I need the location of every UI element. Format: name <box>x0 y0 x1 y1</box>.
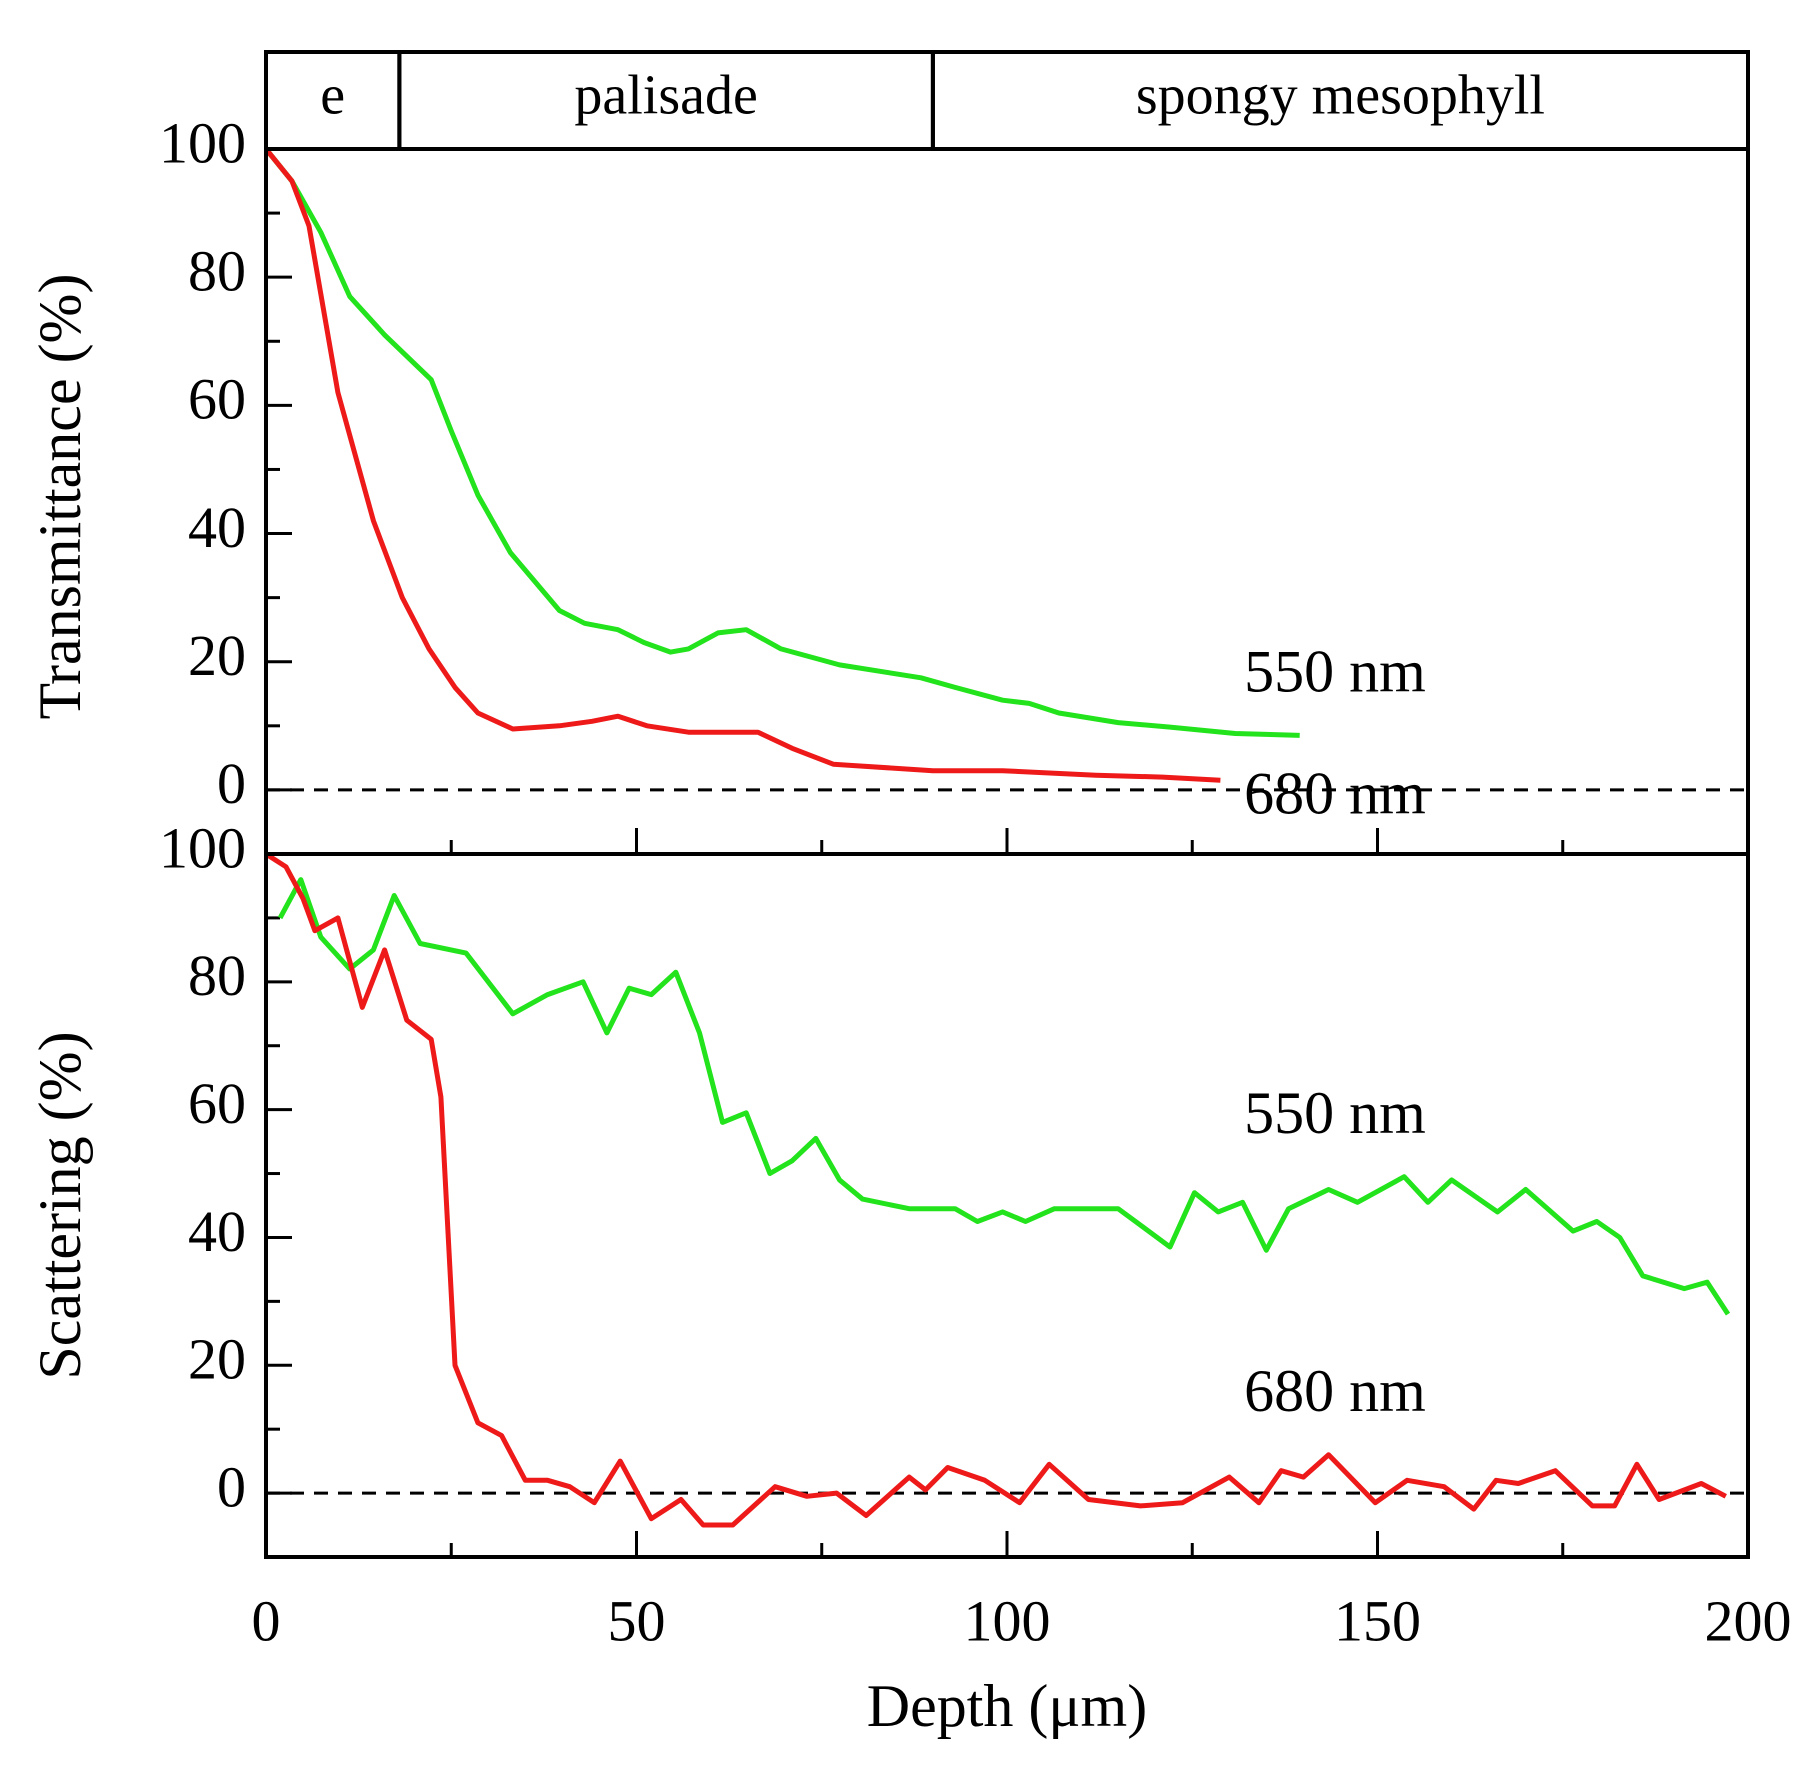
y-tick-label: 40 <box>188 495 246 560</box>
x-tick-label: 200 <box>1705 1588 1792 1653</box>
region-label: spongy mesophyll <box>1136 64 1545 126</box>
y-tick-label: 20 <box>188 1327 246 1392</box>
data-line <box>264 851 1727 1528</box>
annotation: 680 nm <box>1244 760 1426 826</box>
x-tick-label: 150 <box>1334 1588 1421 1653</box>
region-label: e <box>320 64 345 126</box>
x-tick-label: 50 <box>608 1588 666 1653</box>
y-tick-label: 0 <box>217 1454 246 1519</box>
annotation: 550 nm <box>1244 639 1426 705</box>
data-line <box>264 147 1300 738</box>
y-tick-label: 60 <box>188 367 246 432</box>
data-line <box>264 147 1221 783</box>
y-tick-label: 80 <box>188 238 246 303</box>
x-tick-label: 0 <box>252 1588 281 1653</box>
y-axis-title: Transmittance (%) <box>27 273 93 719</box>
y-tick-label: 100 <box>159 110 246 175</box>
annotation: 550 nm <box>1244 1080 1426 1146</box>
data-line <box>277 877 1731 1316</box>
region-label: palisade <box>574 64 757 126</box>
x-axis-title: Depth (μm) <box>867 1673 1147 1739</box>
y-tick-label: 80 <box>188 943 246 1008</box>
plot-frame <box>264 852 1750 1559</box>
x-tick-label: 100 <box>964 1588 1051 1653</box>
y-tick-label: 40 <box>188 1199 246 1264</box>
y-tick-label: 100 <box>159 815 246 880</box>
y-tick-label: 20 <box>188 623 246 688</box>
y-tick-label: 60 <box>188 1071 246 1136</box>
y-tick-label: 0 <box>217 751 246 816</box>
annotation: 680 nm <box>1244 1358 1426 1424</box>
y-axis-title: Scattering (%) <box>27 1031 93 1379</box>
